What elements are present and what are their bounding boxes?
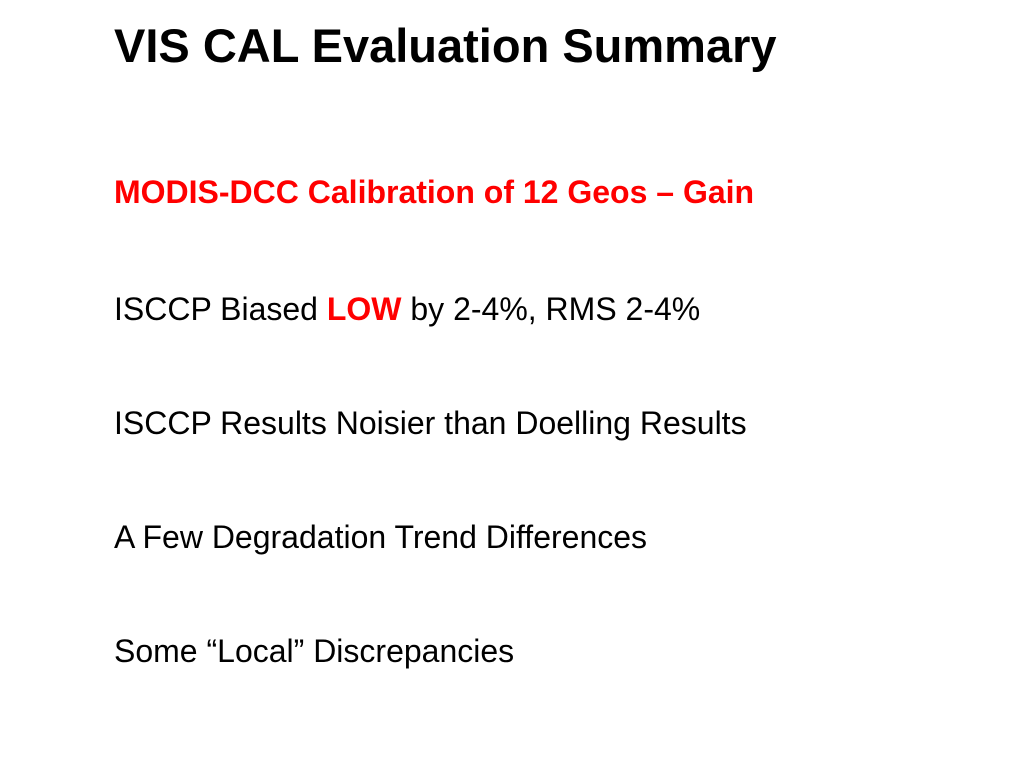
bullet-isccp-bias-prefix: ISCCP Biased	[114, 291, 327, 327]
slide-title: VIS CAL Evaluation Summary	[114, 19, 777, 72]
bullet-isccp-bias: ISCCP Biased LOW by 2-4%, RMS 2-4%	[114, 287, 700, 331]
bullet-isccp-bias-highlight: LOW	[326, 291, 402, 327]
bullet-isccp-noise: ISCCP Results Noisier than Doelling Resu…	[114, 405, 747, 441]
bullet-isccp-bias-suffix: by 2-4%, RMS 2-4%	[401, 291, 701, 327]
bullet-local-discrepancies: Some “Local” Discrepancies	[114, 633, 515, 669]
slide-subtitle: MODIS-DCC Calibration of 12 Geos – Gain	[114, 174, 755, 210]
bullet-degradation-trend: A Few Degradation Trend Differences	[114, 519, 648, 555]
